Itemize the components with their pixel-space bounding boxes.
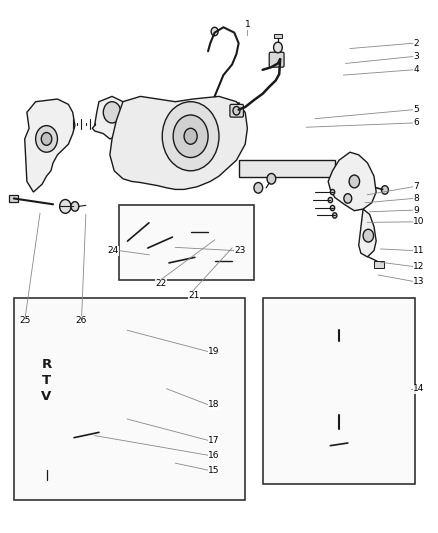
Polygon shape	[92, 96, 132, 139]
Text: 7: 7	[413, 182, 419, 191]
Text: 25: 25	[19, 316, 30, 325]
Circle shape	[274, 42, 283, 53]
Polygon shape	[234, 103, 240, 115]
Ellipse shape	[90, 317, 221, 477]
Text: 23: 23	[234, 246, 246, 255]
Circle shape	[166, 259, 172, 266]
Text: 24: 24	[107, 246, 119, 255]
Text: 21: 21	[188, 291, 200, 300]
FancyBboxPatch shape	[230, 104, 244, 117]
Polygon shape	[31, 333, 62, 470]
Text: 12: 12	[413, 262, 425, 271]
Text: 10: 10	[413, 217, 425, 227]
Text: 8: 8	[413, 194, 419, 203]
Circle shape	[162, 102, 219, 171]
Circle shape	[101, 411, 110, 422]
Circle shape	[124, 237, 131, 245]
Circle shape	[254, 182, 263, 193]
Circle shape	[41, 133, 52, 146]
Circle shape	[332, 213, 337, 218]
Circle shape	[363, 229, 374, 242]
Text: 26: 26	[76, 316, 87, 325]
Text: 14: 14	[413, 384, 425, 393]
Text: 9: 9	[413, 206, 419, 215]
Polygon shape	[327, 448, 351, 467]
Ellipse shape	[328, 338, 350, 350]
Bar	[374, 261, 384, 268]
Polygon shape	[327, 361, 351, 379]
Circle shape	[381, 185, 389, 194]
Text: 15: 15	[208, 466, 219, 474]
Circle shape	[60, 199, 71, 213]
Circle shape	[67, 433, 76, 444]
Circle shape	[324, 441, 332, 452]
Polygon shape	[110, 96, 247, 189]
Text: 2: 2	[413, 39, 419, 48]
Bar	[21, 320, 70, 479]
Circle shape	[71, 201, 79, 211]
Ellipse shape	[328, 424, 350, 436]
Bar	[263, 298, 416, 484]
Circle shape	[344, 193, 352, 203]
Circle shape	[349, 175, 360, 188]
Circle shape	[330, 205, 335, 211]
Circle shape	[267, 173, 276, 184]
Circle shape	[330, 189, 335, 195]
Circle shape	[103, 102, 121, 123]
Text: 17: 17	[208, 436, 219, 445]
Bar	[239, 160, 335, 177]
Text: 1: 1	[244, 20, 250, 29]
Text: 16: 16	[208, 451, 219, 460]
Text: 13: 13	[413, 277, 425, 286]
Bar	[274, 34, 282, 38]
Text: 11: 11	[413, 246, 425, 255]
Bar	[119, 205, 254, 280]
Circle shape	[173, 115, 208, 158]
Circle shape	[145, 244, 151, 252]
Polygon shape	[145, 368, 166, 399]
Circle shape	[211, 27, 218, 36]
Circle shape	[98, 407, 113, 426]
Text: 22: 22	[155, 279, 167, 288]
Polygon shape	[359, 209, 376, 257]
Text: 5: 5	[413, 105, 419, 114]
Bar	[14, 298, 245, 500]
Ellipse shape	[97, 328, 210, 466]
Bar	[10, 195, 18, 201]
Circle shape	[328, 197, 332, 203]
Polygon shape	[25, 99, 75, 192]
Text: R
T
V: R T V	[42, 358, 52, 403]
FancyBboxPatch shape	[269, 52, 284, 67]
Circle shape	[184, 128, 197, 144]
Circle shape	[328, 304, 350, 330]
Polygon shape	[328, 152, 376, 211]
Circle shape	[35, 126, 57, 152]
Text: 18: 18	[208, 400, 219, 409]
Text: 3: 3	[413, 52, 419, 61]
Circle shape	[233, 107, 240, 115]
Text: 4: 4	[413, 66, 419, 74]
Text: 19: 19	[208, 347, 219, 356]
Text: 6: 6	[413, 118, 419, 127]
Ellipse shape	[330, 357, 348, 363]
Circle shape	[328, 389, 350, 415]
